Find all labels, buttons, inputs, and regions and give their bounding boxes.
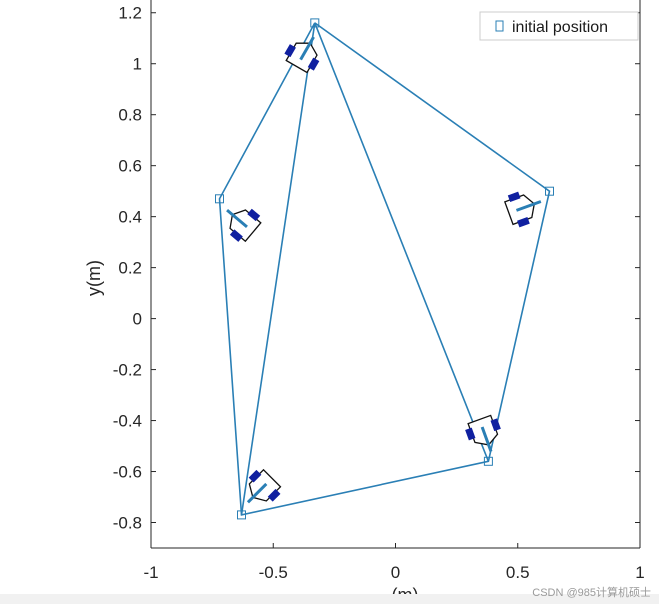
y-axis-label: y(m) <box>84 260 104 296</box>
plot-area <box>151 0 640 548</box>
robot-marker <box>465 414 501 452</box>
y-tick-label: 1 <box>133 55 142 74</box>
robot-wheel-left <box>507 191 521 202</box>
y-tick-label: 0.8 <box>118 106 142 125</box>
y-tick-label: 0.2 <box>118 259 142 278</box>
initial-position-marker <box>545 186 554 196</box>
robot-wheel-right <box>517 217 530 228</box>
robot-wheel-left <box>229 229 243 242</box>
y-tick-label: 0.4 <box>118 208 142 227</box>
legend-box <box>479 11 639 41</box>
robot-heading <box>226 209 248 229</box>
legend: initial position <box>479 11 639 41</box>
robot-heading <box>299 36 315 61</box>
x-tick-label: 1 <box>635 563 644 582</box>
robot-wheel-right <box>465 427 476 441</box>
y-tick-label: -0.8 <box>113 514 142 533</box>
x-tick-label: -1 <box>143 563 158 582</box>
y-ticks: -0.8 -0.6 -0.4 -0.2 0 0.2 0.4 0.6 0.8 1 1.2 <box>113 4 640 533</box>
robot-marker <box>246 468 282 504</box>
robot-wheel-right <box>307 57 320 71</box>
initial-position-marker <box>215 194 224 204</box>
x-tick-label: -0.5 <box>259 563 288 582</box>
robot-wheel-left <box>490 418 501 432</box>
robots <box>226 36 542 504</box>
robot-marker <box>284 36 320 74</box>
y-tick-label: -0.6 <box>113 463 142 482</box>
y-tick-label: -0.4 <box>113 412 142 431</box>
robot-marker <box>226 208 262 243</box>
trajectories <box>218 22 551 516</box>
initial-position-marker <box>483 456 493 466</box>
x-ticks: -1 -0.5 0 0.5 1 <box>143 543 645 582</box>
initial-position-marker <box>237 510 246 520</box>
robot-marker <box>503 191 542 228</box>
robot-heading <box>515 200 542 212</box>
initial-position-marker <box>310 18 320 28</box>
x-tick-label: 0 <box>391 563 400 582</box>
trajectory-line <box>218 22 551 516</box>
robot-wheel-right <box>247 208 261 222</box>
watermark: CSDN @985计算机硕士 <box>532 587 651 599</box>
initial-position-markers <box>215 18 554 520</box>
y-tick-label: 0 <box>133 310 142 329</box>
legend-marker-icon <box>495 20 504 32</box>
trajectory-line <box>240 22 316 516</box>
x-tick-label: 0.5 <box>506 563 530 582</box>
bottom-band <box>0 594 659 604</box>
y-tick-label: 1.2 <box>118 4 142 23</box>
y-tick-label: 0.6 <box>118 157 142 176</box>
robot-wheel-left <box>267 488 281 502</box>
robot-heading <box>480 426 493 452</box>
robot-wheel-left <box>284 44 296 58</box>
legend-entry-initial-position: initial position <box>512 19 608 36</box>
robot-heading <box>246 482 268 504</box>
trajectory-line <box>314 22 490 462</box>
robot-wheel-right <box>248 469 262 483</box>
y-tick-label: -0.2 <box>113 361 142 380</box>
